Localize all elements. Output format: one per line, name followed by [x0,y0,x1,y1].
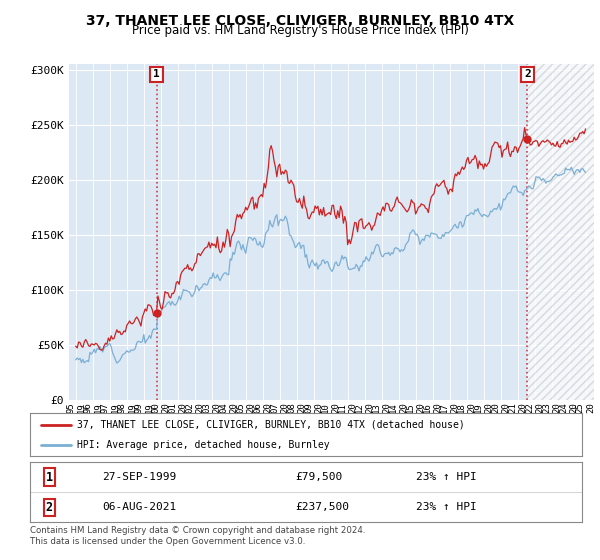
Text: 1: 1 [153,69,160,80]
Bar [527,59,594,400]
Text: 37, THANET LEE CLOSE, CLIVIGER, BURNLEY, BB10 4TX: 37, THANET LEE CLOSE, CLIVIGER, BURNLEY,… [86,14,514,28]
Text: 2: 2 [46,501,53,514]
Text: 23% ↑ HPI: 23% ↑ HPI [416,472,477,482]
Text: £237,500: £237,500 [295,502,349,512]
Text: £79,500: £79,500 [295,472,342,482]
Text: Price paid vs. HM Land Registry's House Price Index (HPI): Price paid vs. HM Land Registry's House … [131,24,469,37]
Text: 37, THANET LEE CLOSE, CLIVIGER, BURNLEY, BB10 4TX (detached house): 37, THANET LEE CLOSE, CLIVIGER, BURNLEY,… [77,420,464,430]
Text: HPI: Average price, detached house, Burnley: HPI: Average price, detached house, Burn… [77,441,329,450]
Text: 23% ↑ HPI: 23% ↑ HPI [416,502,477,512]
Text: 06-AUG-2021: 06-AUG-2021 [102,502,176,512]
Text: Contains HM Land Registry data © Crown copyright and database right 2024.
This d: Contains HM Land Registry data © Crown c… [30,526,365,546]
Text: 1: 1 [46,470,53,484]
Text: 2: 2 [524,69,531,80]
Text: 27-SEP-1999: 27-SEP-1999 [102,472,176,482]
Bar [527,64,594,400]
